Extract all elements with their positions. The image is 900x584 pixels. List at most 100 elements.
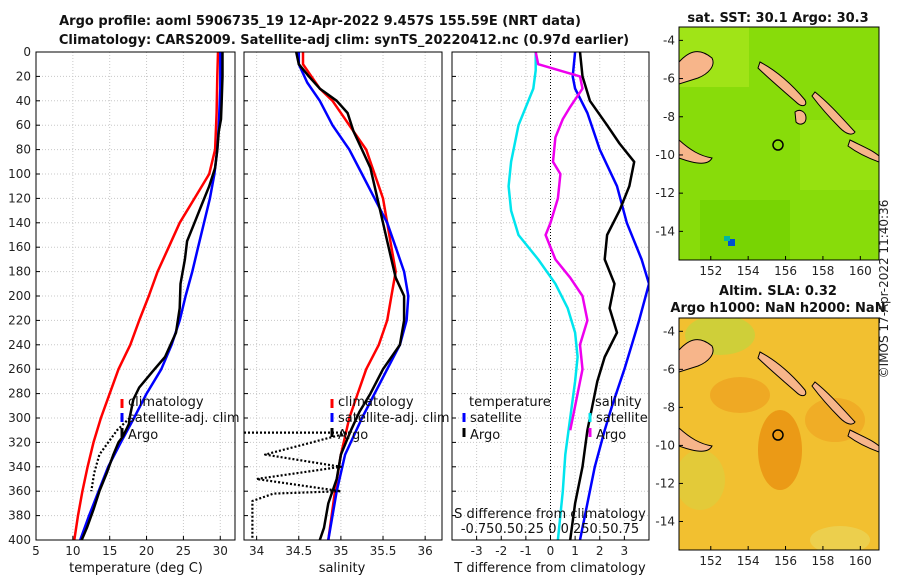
map-x-tick-label: 160 — [849, 554, 872, 568]
map-y-tick-label: -4 — [663, 33, 675, 47]
legend-label-satellite: satellite-adj. clim — [338, 411, 450, 426]
x-tick-label: 15 — [102, 544, 117, 558]
sla-low-anomaly — [810, 526, 870, 550]
legend-label-climatology: climatology — [128, 395, 204, 410]
map-y-tick-label: -8 — [663, 110, 675, 124]
series-line-t-satellite — [507, 52, 579, 540]
y-tick-label: 120 — [8, 191, 31, 205]
land-guadalcanal — [847, 429, 879, 453]
sla-map-frame — [678, 317, 880, 551]
y-tick-label: 20 — [16, 69, 31, 83]
map-y-tick-label: -14 — [655, 514, 675, 528]
y-tick-label: 200 — [8, 289, 31, 303]
y-tick-label: 380 — [8, 509, 31, 523]
map-y-tick-label: -10 — [655, 148, 675, 162]
salinity-xlabel: salinity — [319, 561, 366, 576]
sst-cold-pixel — [728, 239, 735, 246]
difference-top-label: S difference from climatology — [454, 507, 646, 522]
x-tick-label: 1 — [571, 544, 579, 558]
argo-location-marker — [772, 139, 784, 151]
map-y-tick-label: -12 — [655, 476, 675, 490]
sla-map-title-line1: Altim. SLA: 0.32 — [719, 284, 837, 299]
legend-title-salinity: salinity — [595, 395, 642, 410]
x-tick-label: -2 — [495, 544, 507, 558]
map-y-tick-label: -8 — [663, 400, 675, 414]
sst-cool-patch — [700, 200, 790, 260]
series-line-s-satellite — [571, 52, 649, 540]
y-tick-label: 0 — [23, 45, 31, 59]
x-tick-label: 5 — [32, 544, 40, 558]
y-tick-label: 140 — [8, 216, 31, 230]
map-y-tick-label: -4 — [663, 324, 675, 338]
sst-map: 152 154 156 158 160 -4 -6 -8 -10 -12 -14 — [655, 26, 880, 278]
series-line-argo-dotted- — [90, 417, 131, 492]
figure-title-line1: Argo profile: aoml 5906735_19 12-Apr-202… — [59, 14, 581, 29]
sla-map-title-line2: Argo h1000: NaN h2000: NaN — [670, 301, 885, 316]
land-bougainville — [757, 351, 807, 397]
temperature-panel: 5 10 15 20 25 3002040608010012014016018020022… — [8, 45, 240, 576]
sst-map-frame — [678, 26, 880, 261]
map-y-tick-label: -6 — [663, 362, 675, 376]
land-bougainville — [757, 61, 807, 107]
y-tick-label: 300 — [8, 411, 31, 425]
difference-top-ticks: -0.750.50.25 0 0.250.50.75 — [461, 522, 639, 537]
sla-high-anomaly — [758, 410, 802, 490]
x-tick-label: 34.5 — [285, 544, 312, 558]
land-louisiade — [679, 427, 713, 452]
land-guadalcanal — [847, 139, 879, 163]
difference-xlabel: T difference from climatology — [453, 561, 646, 576]
y-tick-label: 160 — [8, 240, 31, 254]
sla-high-anomaly — [710, 377, 770, 413]
legend-label-climatology: climatology — [338, 395, 414, 410]
legend-label-argo: Argo — [338, 428, 368, 443]
land-santa-isabel — [811, 381, 856, 425]
y-tick-label: 280 — [8, 387, 31, 401]
map-y-tick-label: -10 — [655, 438, 675, 452]
series-line-argo-dotted- — [244, 431, 351, 540]
series-line-satellite-adj-clim — [297, 52, 410, 540]
x-tick-label: 10 — [65, 544, 80, 558]
land-papua-coast — [679, 51, 714, 85]
sla-low-anomaly — [679, 450, 725, 510]
y-tick-label: 360 — [8, 484, 31, 498]
map-x-tick-label: 156 — [774, 264, 797, 278]
timestamp-stamp: ©IMOS 17-Apr-2022 11:40:36 — [877, 199, 891, 379]
x-tick-label: -1 — [520, 544, 532, 558]
y-tick-label: 100 — [8, 167, 31, 181]
x-tick-label: 3 — [621, 544, 629, 558]
land-islet — [794, 109, 807, 125]
salinity-panel: 34 34.5 35 35.5 36 salinity climatology sate… — [243, 51, 450, 576]
map-y-tick-label: -14 — [655, 224, 675, 238]
series-line-argo — [294, 52, 406, 540]
map-x-tick-label: 152 — [699, 554, 722, 568]
legend-label-argo: Argo — [596, 428, 626, 443]
figure-title-line2: Climatology: CARS2009. Satellite-adj cli… — [59, 33, 629, 48]
series-line-s-argo — [568, 52, 636, 540]
legend-label-argo: Argo — [470, 428, 500, 443]
y-tick-label: 240 — [8, 338, 31, 352]
sst-cold-pixel — [724, 236, 730, 241]
y-tick-label: 260 — [8, 362, 31, 376]
legend-title-temperature: temperature — [469, 395, 551, 410]
land-louisiade — [679, 139, 713, 164]
x-tick-label: 2 — [596, 544, 604, 558]
sla-map-field — [679, 318, 879, 550]
difference-panel: -3 -2 -1 0 1 2 3 T difference from climatology… — [451, 51, 650, 576]
x-tick-label: 35.5 — [370, 544, 397, 558]
x-tick-label: -3 — [471, 544, 483, 558]
map-x-tick-label: 154 — [737, 264, 760, 278]
sla-map: 152 154 156 158 160 -4 -6 -8 -10 -12 -14 — [655, 317, 880, 568]
x-tick-label: 35 — [333, 544, 348, 558]
y-tick-label: 220 — [8, 313, 31, 327]
map-x-tick-label: 158 — [811, 554, 834, 568]
y-tick-label: 180 — [8, 265, 31, 279]
y-tick-label: 320 — [8, 435, 31, 449]
x-tick-label: 30 — [213, 544, 228, 558]
legend-label-satellite: satellite-adj. clim — [128, 411, 240, 426]
map-x-tick-label: 152 — [699, 264, 722, 278]
land-santa-isabel — [811, 91, 856, 135]
legend-label-satellite: satellite — [596, 411, 648, 426]
x-tick-label: 36 — [418, 544, 433, 558]
map-x-tick-label: 158 — [811, 264, 834, 278]
